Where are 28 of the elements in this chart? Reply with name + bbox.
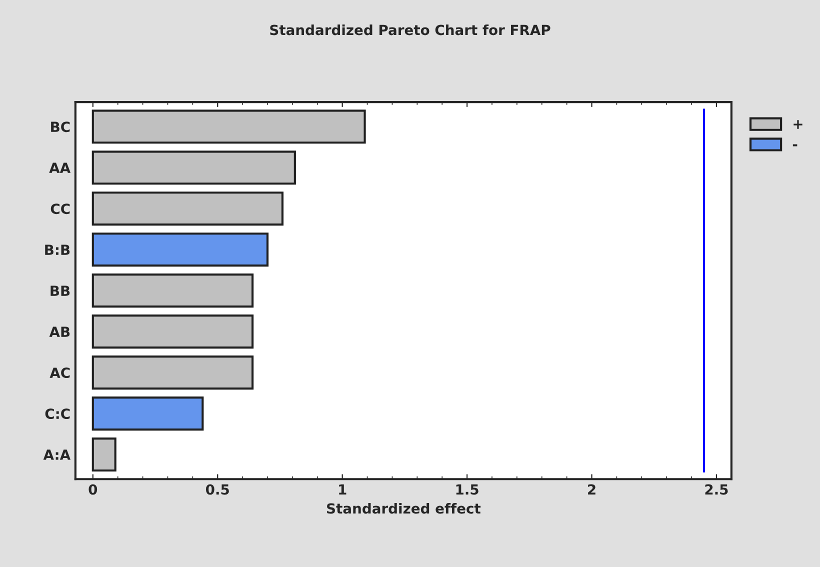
- x-tick-label: 0.5: [206, 484, 229, 495]
- x-axis-title: Standardized effect: [327, 502, 481, 514]
- bar: [92, 396, 204, 431]
- bar: [92, 356, 254, 390]
- y-tick-label: CC: [50, 204, 70, 214]
- legend-label: +: [794, 120, 802, 129]
- y-tick-label: BC: [51, 122, 70, 132]
- legend-label: -: [792, 144, 798, 146]
- bar: [92, 437, 116, 472]
- y-tick-label: BB: [50, 286, 70, 296]
- y-tick-label: AC: [50, 368, 70, 378]
- bar: [92, 314, 254, 349]
- x-tick-label: 1.5: [456, 484, 478, 495]
- chart-title: Standardized Pareto Chart for FRAP: [270, 24, 550, 36]
- y-tick-label: AA: [49, 162, 71, 173]
- y-tick-label: B:B: [45, 244, 70, 255]
- bar: [92, 192, 284, 226]
- x-tick-label: 2: [588, 484, 596, 495]
- y-tick-label: C:C: [45, 408, 70, 420]
- x-tick-label: 0: [88, 484, 98, 495]
- bar: [92, 110, 366, 144]
- y-tick-label: AB: [49, 326, 70, 337]
- y-tick-label: A:A: [43, 450, 71, 460]
- x-tick-label: 2.5: [705, 484, 728, 495]
- x-tick-label: 1: [339, 484, 346, 495]
- bar: [92, 274, 254, 308]
- bar: [92, 232, 269, 267]
- bar: [92, 150, 296, 185]
